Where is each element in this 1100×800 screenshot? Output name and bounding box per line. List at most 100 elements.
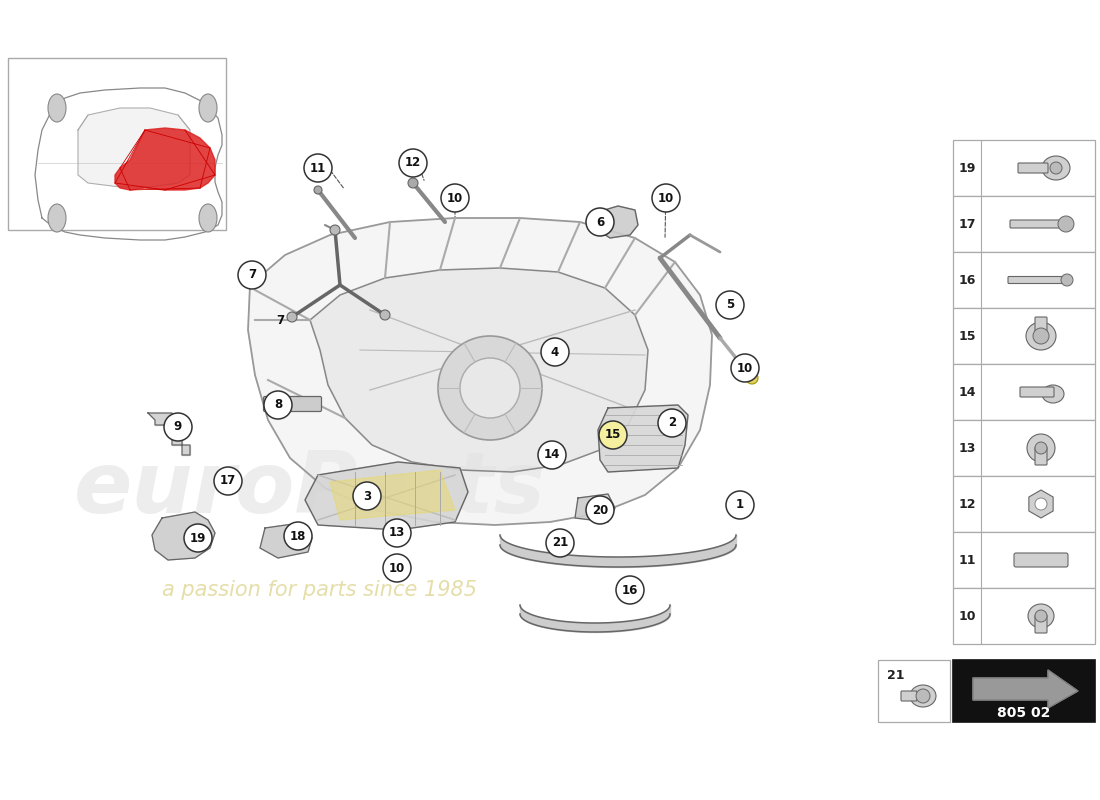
Text: 11: 11 [310, 162, 326, 174]
Circle shape [726, 491, 754, 519]
FancyBboxPatch shape [953, 588, 1094, 644]
Ellipse shape [1042, 156, 1070, 180]
FancyBboxPatch shape [901, 691, 917, 701]
Text: 18: 18 [289, 530, 306, 542]
Ellipse shape [199, 204, 217, 232]
Circle shape [716, 291, 744, 319]
FancyBboxPatch shape [953, 476, 1094, 532]
Text: 10: 10 [389, 562, 405, 574]
Text: 6: 6 [596, 215, 604, 229]
Circle shape [330, 225, 340, 235]
Polygon shape [116, 128, 214, 190]
Text: 7: 7 [248, 269, 256, 282]
Circle shape [164, 413, 192, 441]
FancyBboxPatch shape [1018, 163, 1048, 173]
Circle shape [658, 409, 686, 437]
FancyBboxPatch shape [878, 660, 950, 722]
Text: 15: 15 [605, 429, 621, 442]
Ellipse shape [910, 685, 936, 707]
Text: euroParts: euroParts [74, 449, 546, 531]
Polygon shape [598, 405, 688, 472]
Circle shape [314, 186, 322, 194]
Text: 20: 20 [592, 503, 608, 517]
Ellipse shape [199, 94, 217, 122]
Circle shape [541, 338, 569, 366]
FancyBboxPatch shape [953, 140, 1094, 196]
Circle shape [353, 482, 381, 510]
FancyBboxPatch shape [1008, 277, 1068, 283]
FancyBboxPatch shape [1010, 220, 1067, 228]
Circle shape [184, 524, 212, 552]
Text: 16: 16 [621, 583, 638, 597]
Polygon shape [148, 413, 190, 455]
Circle shape [379, 310, 390, 320]
Circle shape [652, 184, 680, 212]
FancyBboxPatch shape [953, 660, 1094, 722]
Circle shape [600, 421, 627, 449]
FancyBboxPatch shape [8, 58, 225, 230]
Circle shape [1035, 498, 1047, 510]
FancyBboxPatch shape [953, 532, 1094, 588]
Ellipse shape [48, 94, 66, 122]
Circle shape [746, 372, 758, 384]
Text: 8: 8 [274, 398, 282, 411]
Text: 14: 14 [958, 386, 976, 398]
Polygon shape [78, 108, 190, 187]
Circle shape [916, 689, 930, 703]
Text: 10: 10 [737, 362, 754, 374]
FancyBboxPatch shape [953, 308, 1094, 364]
Text: 4: 4 [551, 346, 559, 358]
FancyBboxPatch shape [1020, 387, 1054, 397]
Circle shape [304, 154, 332, 182]
Circle shape [284, 522, 312, 550]
Circle shape [586, 208, 614, 236]
Polygon shape [260, 523, 312, 558]
Circle shape [441, 184, 469, 212]
Text: 15: 15 [958, 330, 976, 342]
Polygon shape [305, 462, 468, 530]
Polygon shape [248, 218, 712, 525]
Ellipse shape [48, 204, 66, 232]
FancyBboxPatch shape [1035, 615, 1047, 633]
Circle shape [399, 149, 427, 177]
Text: 10: 10 [958, 610, 976, 622]
FancyBboxPatch shape [953, 364, 1094, 420]
Polygon shape [310, 268, 648, 472]
FancyBboxPatch shape [953, 420, 1094, 476]
Circle shape [238, 261, 266, 289]
Text: 17: 17 [958, 218, 976, 230]
Text: 14: 14 [543, 449, 560, 462]
Ellipse shape [1026, 322, 1056, 350]
Circle shape [1033, 328, 1049, 344]
Text: 19: 19 [958, 162, 976, 174]
Circle shape [546, 529, 574, 557]
Text: 10: 10 [658, 191, 674, 205]
FancyBboxPatch shape [1035, 447, 1047, 465]
Text: 10: 10 [447, 191, 463, 205]
Text: 3: 3 [363, 490, 371, 502]
Text: 16: 16 [958, 274, 976, 286]
FancyBboxPatch shape [1035, 317, 1047, 337]
Polygon shape [1028, 490, 1053, 518]
Text: 5: 5 [726, 298, 734, 311]
Text: 13: 13 [958, 442, 976, 454]
Polygon shape [575, 494, 615, 522]
Circle shape [287, 312, 297, 322]
Text: 2: 2 [668, 417, 676, 430]
Circle shape [264, 391, 292, 419]
FancyBboxPatch shape [953, 252, 1094, 308]
Circle shape [552, 537, 568, 553]
Text: 11: 11 [958, 554, 976, 566]
Circle shape [1035, 442, 1047, 454]
Polygon shape [598, 206, 638, 238]
Circle shape [460, 358, 520, 418]
Circle shape [383, 519, 411, 547]
Text: 21: 21 [887, 669, 904, 682]
Ellipse shape [1042, 385, 1064, 403]
FancyBboxPatch shape [1014, 553, 1068, 567]
Text: 13: 13 [389, 526, 405, 539]
Circle shape [1062, 274, 1072, 286]
Circle shape [408, 178, 418, 188]
Circle shape [616, 576, 644, 604]
Circle shape [1027, 434, 1055, 462]
